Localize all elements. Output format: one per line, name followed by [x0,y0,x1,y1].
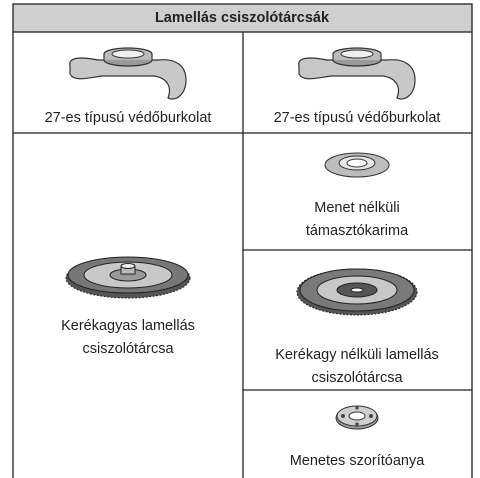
header-bg [12,3,473,33]
nut-icon [335,405,379,430]
cell-label: csiszolótárcsa [82,341,174,357]
cell-label: csiszolótárcsa [311,370,403,386]
header-title: Lamellás csiszolótárcsák [155,10,330,26]
cell-label: támasztókarima [306,223,409,239]
cell-label: Kerékagyas lamellás [61,318,195,334]
cell-label: Menetes szorítóanya [290,453,426,469]
flange-icon [324,152,390,178]
guard-icon [298,47,416,100]
cell-label: 27-es típusú védőburkolat [45,110,212,126]
disc-icon [296,268,418,316]
guard-icon [69,47,187,100]
table-grid [12,32,473,478]
cell-label: 27-es típusú védőburkolat [274,110,441,126]
cell-label: Kerékagy nélküli lamellás [275,347,439,363]
hub-disc-icon [65,256,191,299]
labels: 27-es típusú védőburkolat 27-es típusú vé… [45,110,441,469]
cell-label: Menet nélküli [314,200,399,216]
